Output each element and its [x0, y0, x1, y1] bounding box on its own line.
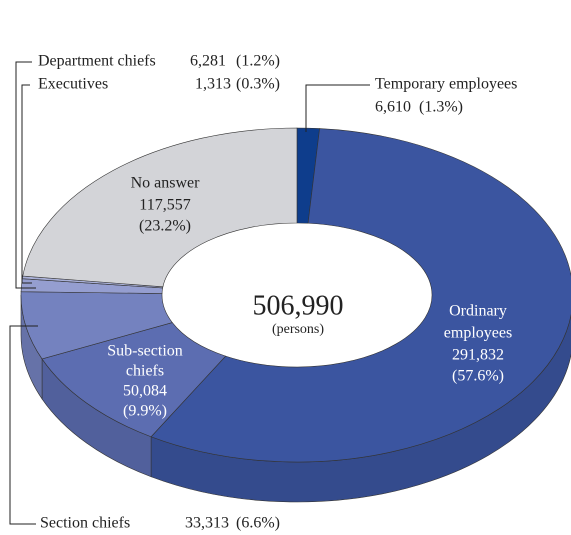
category-label: Sub-section: [107, 343, 183, 360]
leader-line: [21, 84, 32, 284]
total: 506,990: [253, 290, 344, 321]
value-label: 50,084: [123, 383, 167, 400]
percent-label: (1.2%): [236, 53, 280, 70]
labels: Department chiefs 6,281 (1.2%) Executives 1,…: [38, 53, 517, 532]
value-label: 291,832: [452, 347, 504, 364]
category-label: No answer: [131, 175, 201, 192]
percent-label: (0.3%): [236, 76, 280, 93]
category-label: employees: [444, 325, 512, 342]
donut-top: [20, 127, 571, 463]
percent-label: (1.3%): [419, 99, 463, 116]
donut-segment: [22, 127, 298, 288]
category-label: Section chiefs: [40, 515, 130, 532]
category-label: Ordinary: [449, 303, 507, 320]
category-label: Department chiefs: [38, 53, 156, 70]
total-unit: (persons): [272, 322, 324, 337]
percent-label: (9.9%): [123, 403, 167, 420]
percent-label: (6.6%): [236, 515, 280, 532]
value-label: 1,313: [195, 76, 231, 93]
donut-segment: [150, 128, 571, 463]
value-label: 6,281: [190, 53, 226, 70]
value-label: 33,313: [185, 515, 229, 532]
leader-line: [9, 325, 38, 525]
value-label: 117,557: [139, 197, 190, 214]
category-label: Temporary employees: [375, 76, 517, 93]
category-label: Executives: [38, 76, 108, 93]
value-label: 6,610: [375, 99, 411, 116]
category-label: chiefs: [126, 363, 164, 380]
percent-label: (57.6%): [452, 368, 504, 385]
percent-label: (23.2%): [139, 218, 191, 235]
leader-line: [305, 84, 370, 132]
leader-lines: [9, 61, 370, 525]
leader-line: [15, 61, 36, 289]
